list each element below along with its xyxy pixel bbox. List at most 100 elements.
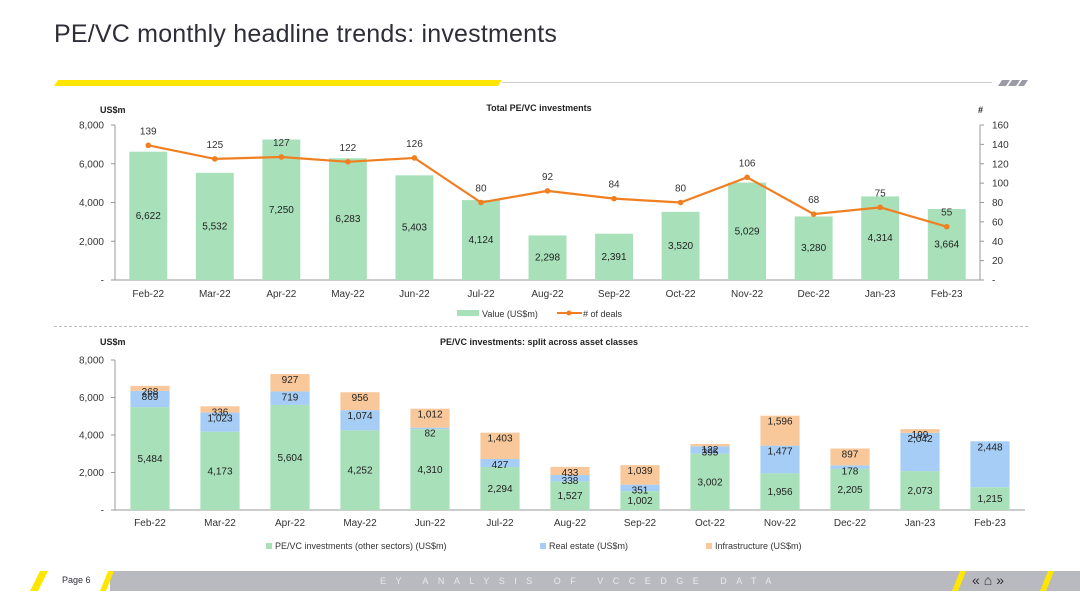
other-sectors-bar-label: 1,002 xyxy=(627,496,652,507)
chart1-x-tick-label: May-22 xyxy=(331,289,365,300)
infrastructure-bar-label: 268 xyxy=(142,387,159,398)
real-estate-bar xyxy=(970,441,1010,488)
chart1-x-tick-label: Nov-22 xyxy=(731,289,764,300)
value-bar xyxy=(595,233,634,280)
real-estate-bar xyxy=(760,445,800,474)
deals-label: 122 xyxy=(340,143,357,154)
value-bar xyxy=(262,139,301,280)
previous-icon[interactable]: « xyxy=(972,572,980,588)
section-divider xyxy=(54,326,1028,327)
footer-slash-nav-left-icon xyxy=(952,571,966,591)
chart1-y2-tick-label: 60 xyxy=(992,217,1004,228)
chart2-y-tick-label: - xyxy=(101,506,104,517)
chart2-x-tick-label: Feb-23 xyxy=(974,518,1006,529)
header-rule-mark-1 xyxy=(998,80,1010,86)
header-rule-grey xyxy=(502,82,992,83)
asset-class-split-chart: PE/VC investments: split across asset cl… xyxy=(79,337,1025,551)
other-sectors-bar xyxy=(760,473,800,510)
header-rule xyxy=(54,80,1028,86)
deals-point xyxy=(478,199,484,206)
infrastructure-bar-label: 336 xyxy=(212,407,229,418)
header-rule-mark-2 xyxy=(1008,80,1020,86)
infrastructure-bar-label: 1,012 xyxy=(417,410,442,421)
other-sectors-bar-label: 4,310 xyxy=(417,465,442,476)
other-sectors-bar xyxy=(830,468,870,510)
deals-label: 106 xyxy=(739,158,756,169)
chart1-x-tick-label: Feb-23 xyxy=(931,289,963,300)
home-icon[interactable]: ⌂ xyxy=(983,572,993,588)
value-bar-label: 4,314 xyxy=(868,233,893,244)
real-estate-bar-label: 395 xyxy=(702,447,719,458)
chart2-x-tick-label: Oct-22 xyxy=(695,518,725,529)
infrastructure-bar-label: 1,403 xyxy=(487,434,512,445)
deals-point xyxy=(411,155,418,161)
infrastructure-bar-label: 927 xyxy=(282,375,299,386)
value-bar-label: 2,391 xyxy=(602,252,627,263)
infrastructure-bar xyxy=(130,385,170,391)
legend-value-swatch xyxy=(457,310,479,316)
deals-point xyxy=(744,174,750,181)
chart1-y2-tick-label: 160 xyxy=(992,121,1009,132)
chart1-x-tick-label: Feb-22 xyxy=(132,289,164,300)
chart1-y2-tick-label: 120 xyxy=(992,159,1009,170)
real-estate-bar xyxy=(410,427,450,430)
chart2-title: PE/VC investments: split across asset cl… xyxy=(440,337,638,347)
value-bar-label: 5,532 xyxy=(202,221,227,232)
deals-label: 125 xyxy=(206,140,223,151)
infrastructure-bar xyxy=(620,465,660,485)
real-estate-bar-label: 719 xyxy=(282,392,299,403)
chart2-x-tick-label: Sep-22 xyxy=(624,518,657,529)
legend-value-label: Value (US$m) xyxy=(482,309,538,319)
chart2-legend: PE/VC investments (other sectors) (US$m)… xyxy=(266,541,802,551)
other-sectors-bar-label: 5,484 xyxy=(137,454,162,465)
real-estate-bar-label: 427 xyxy=(492,460,509,471)
deals-label: 139 xyxy=(140,126,157,137)
deals-point xyxy=(145,142,152,149)
infrastructure-bar xyxy=(340,392,380,411)
chart2-x-tick-label: Jun-22 xyxy=(415,518,446,529)
legend-infrastructure-swatch xyxy=(706,543,712,549)
deals-point xyxy=(877,204,883,211)
real-estate-bar xyxy=(620,484,660,492)
deals-label: 80 xyxy=(675,184,687,195)
header-rule-mark-3 xyxy=(1018,80,1028,86)
chart1-y-tick-label: 6,000 xyxy=(79,159,104,170)
real-estate-bar xyxy=(690,446,730,454)
infrastructure-bar xyxy=(550,466,590,476)
chart1-y-tick-label: 8,000 xyxy=(79,121,104,132)
other-sectors-bar-label: 2,294 xyxy=(487,484,512,495)
value-bar-label: 2,298 xyxy=(535,253,560,264)
chart2-x-tick-label: Jul-22 xyxy=(486,518,514,529)
chart1-title: Total PE/VC investments xyxy=(486,103,591,113)
infrastructure-bar-label: 897 xyxy=(842,450,859,461)
real-estate-bar xyxy=(270,391,310,405)
infrastructure-bar-label: 122 xyxy=(702,445,719,456)
deals-point xyxy=(810,211,817,217)
chart1-x-tick-label: Jan-23 xyxy=(865,289,896,300)
other-sectors-bar xyxy=(340,430,380,510)
chart1-y2-tick-label: 100 xyxy=(992,179,1009,190)
real-estate-bar-label: 338 xyxy=(562,476,579,487)
infrastructure-bar xyxy=(270,374,310,392)
chart1-y2-tick-label: 40 xyxy=(992,237,1004,248)
infrastructure-bar xyxy=(410,408,450,428)
value-bar xyxy=(328,158,367,280)
chart1-y2-tick-label: 140 xyxy=(992,140,1009,151)
chart2-y-tick-label: 4,000 xyxy=(79,431,104,442)
footer-bar: Page 6 EY ANALYSIS OF VCCEDGE DATA «⌂» xyxy=(0,571,1080,591)
chart1-ylabel: US$m xyxy=(100,105,126,115)
value-bar-label: 7,250 xyxy=(269,205,294,216)
real-estate-bar xyxy=(130,390,170,408)
other-sectors-bar-label: 2,205 xyxy=(837,485,862,496)
other-sectors-bar-label: 3,002 xyxy=(697,477,722,488)
real-estate-bar-label: 2,448 xyxy=(977,442,1002,453)
real-estate-bar-label: 1,074 xyxy=(347,411,372,422)
real-estate-bar-label: 869 xyxy=(142,392,159,403)
chart1-y-tick-label: - xyxy=(101,276,104,287)
infrastructure-bar xyxy=(480,432,520,459)
chart2-x-tick-label: Jan-23 xyxy=(905,518,936,529)
next-icon[interactable]: » xyxy=(996,572,1005,588)
header-rule-yellow xyxy=(54,80,502,86)
chart1-x-tick-label: Sep-22 xyxy=(598,289,631,300)
value-bar-label: 3,664 xyxy=(934,240,959,251)
